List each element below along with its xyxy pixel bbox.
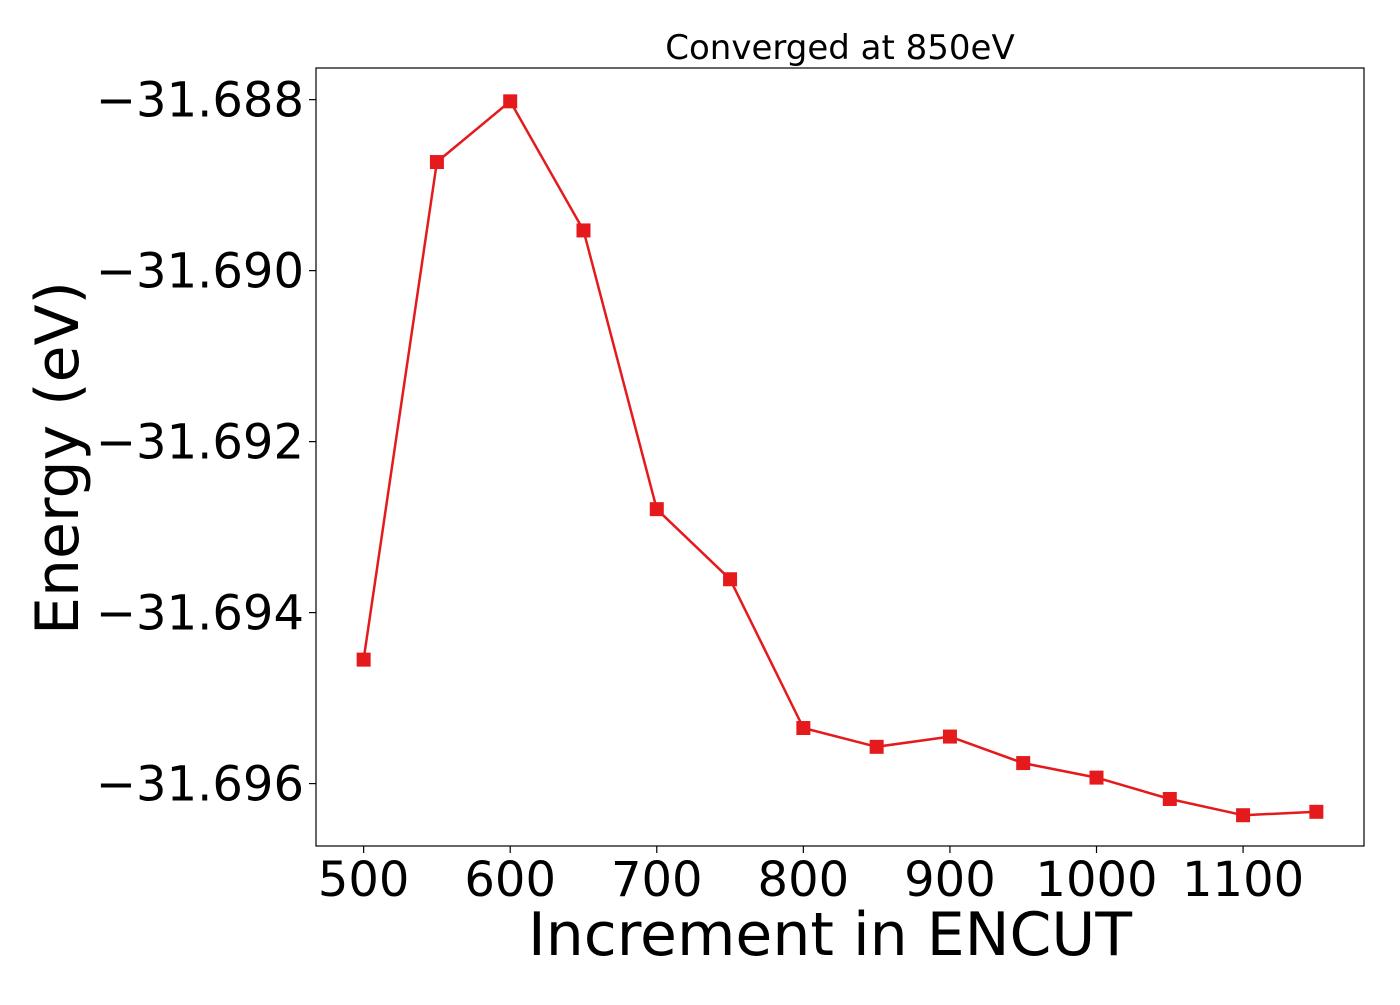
data-point-marker: [429, 155, 444, 170]
data-point-marker: [1236, 808, 1251, 823]
x-tick-label: 800: [758, 852, 850, 908]
x-axis-title: Increment in ENCUT: [528, 900, 1132, 970]
y-tick-label: −31.692: [96, 415, 304, 471]
data-point-marker: [796, 721, 811, 736]
data-point-marker: [723, 572, 738, 587]
data-point-marker: [1162, 791, 1177, 806]
plot-area: 500 600 700 800 900 1000 1100 −31.688 −31.690 −31…: [96, 73, 1324, 908]
y-axis-title: Energy (eV): [23, 281, 93, 635]
data-point-marker: [1309, 804, 1324, 819]
data-point-marker: [503, 94, 518, 109]
chart-title: Converged at 850eV: [665, 28, 1014, 68]
x-tick-label: 700: [611, 852, 703, 908]
x-tick-label: 500: [318, 852, 410, 908]
x-tick-label: 900: [904, 852, 996, 908]
series-line: [362, 100, 1317, 817]
data-point-marker: [356, 652, 371, 667]
data-point-marker: [869, 739, 884, 754]
y-tick-label: −31.696: [96, 757, 304, 813]
data-point-marker: [1016, 756, 1031, 771]
x-tick-label: 600: [464, 852, 556, 908]
data-point-marker: [576, 223, 591, 238]
x-tick-label: 1000: [1035, 852, 1157, 908]
x-tick-label: 1100: [1182, 852, 1304, 908]
data-point-marker: [942, 729, 957, 744]
data-point-marker: [649, 502, 664, 517]
plot-frame: [315, 67, 1365, 847]
data-point-marker: [1089, 770, 1104, 785]
y-tick-label: −31.688: [96, 73, 304, 129]
y-tick-label: −31.694: [96, 586, 304, 642]
y-tick-label: −31.690: [96, 244, 304, 300]
